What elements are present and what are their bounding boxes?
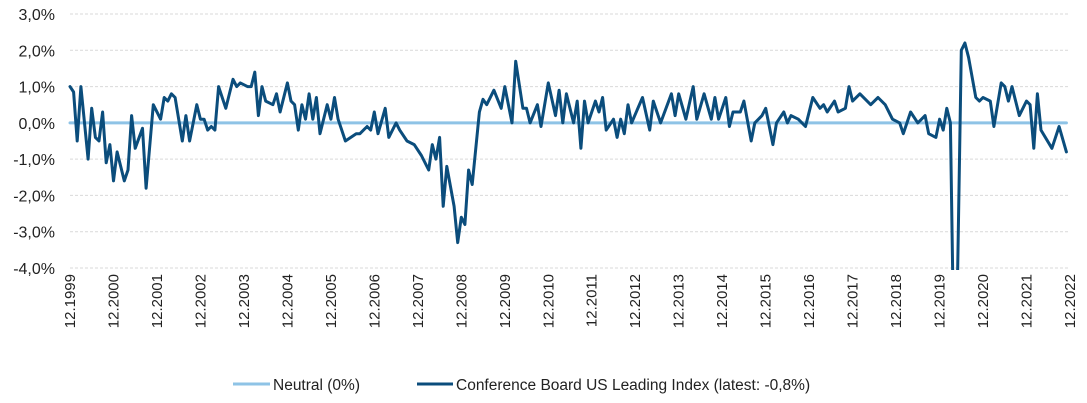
y-tick-label: 1,0% (19, 80, 55, 97)
legend-label-lei: Conference Board US Leading Index (lates… (456, 377, 810, 394)
x-tick-label: 12.2014 (714, 274, 731, 328)
x-tick-label: 12.2009 (497, 274, 514, 328)
x-tick-label: 12.2020 (975, 274, 992, 328)
legend-label-neutral: Neutral (0%) (273, 377, 360, 394)
x-tick-label: 12.2012 (627, 274, 644, 328)
x-tick-label: 12.2015 (758, 274, 775, 328)
series-group (68, 41, 1068, 270)
x-tick-label: 12.2005 (323, 274, 340, 328)
x-tick-label: 12.2021 (1019, 274, 1036, 328)
gridlines (70, 13, 1070, 269)
x-tick-label: 12.2022 (1062, 274, 1079, 328)
x-axis-ticks: 12.1999 12.2000 12.2001 12.2002 12.2003 12.20… (62, 274, 1079, 328)
x-tick-label: 12.2019 (932, 274, 949, 328)
x-tick-label: 12.1999 (62, 274, 79, 328)
x-tick-label: 12.2018 (888, 274, 905, 328)
x-tick-label: 12.2017 (845, 274, 862, 328)
y-tick-label: 2,0% (19, 43, 55, 60)
y-tick-label: -1,0% (13, 152, 55, 169)
x-tick-label: 12.2000 (105, 274, 122, 328)
y-tick-label: 0,0% (19, 116, 55, 133)
y-tick-label: -2,0% (13, 188, 55, 205)
x-tick-label: 12.2001 (149, 274, 166, 328)
x-tick-label: 12.2004 (279, 274, 296, 328)
y-tick-label: -4,0% (13, 261, 55, 278)
x-tick-label: 12.2003 (236, 274, 253, 328)
legend: Neutral (0%) Conference Board US Leading… (233, 377, 810, 394)
y-tick-label: -3,0% (13, 225, 55, 242)
x-tick-label: 12.2008 (453, 274, 470, 328)
x-tick-label: 12.2006 (366, 274, 383, 328)
x-tick-label: 12.2002 (192, 274, 209, 328)
y-tick-label: 3,0% (19, 7, 55, 24)
x-tick-label: 12.2011 (584, 274, 601, 327)
x-tick-label: 12.2013 (671, 274, 688, 328)
x-tick-label: 12.2016 (801, 274, 818, 328)
x-tick-label: 12.2007 (410, 274, 427, 328)
x-tick-label: 12.2010 (540, 274, 557, 328)
leading-index-line (68, 41, 1068, 270)
y-axis-ticks: 3,0% 2,0% 1,0% 0,0% -1,0% -2,0% -3,0% -4,0% (13, 7, 55, 278)
